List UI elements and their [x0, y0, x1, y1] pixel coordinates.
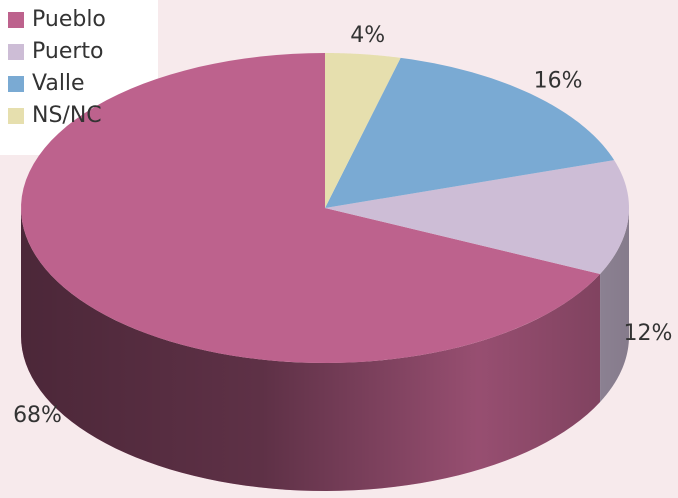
slice [21, 53, 601, 363]
slice [325, 57, 615, 208]
legend-swatch [8, 108, 24, 124]
data-label: 68% [13, 403, 62, 428]
side-shade [21, 208, 601, 491]
legend-label: Valle [32, 71, 85, 96]
data-label: 12% [624, 321, 673, 346]
legend-label: Puerto [32, 39, 104, 64]
side-shade [600, 208, 629, 402]
legend-label: NS/NC [32, 103, 102, 128]
legend-label: Pueblo [32, 7, 106, 32]
data-label: 16% [534, 68, 583, 93]
legend-swatch [8, 76, 24, 92]
slice [325, 160, 629, 274]
legend-swatch [8, 12, 24, 28]
data-label: 4% [350, 23, 385, 48]
legend-swatch [8, 44, 24, 60]
slice [325, 53, 401, 208]
